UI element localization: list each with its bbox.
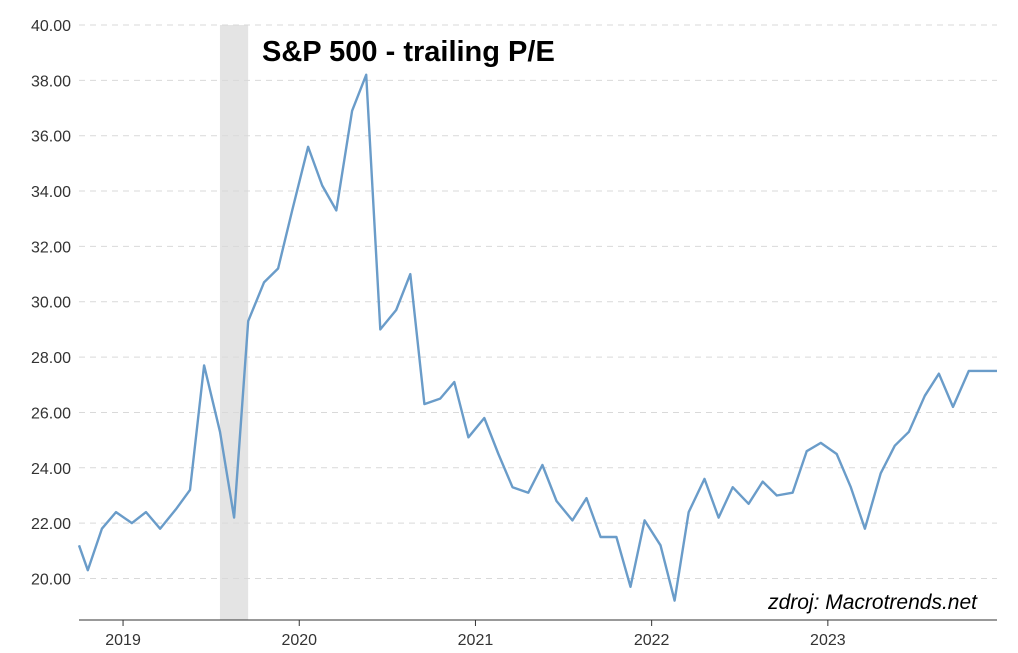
data-point (378, 327, 382, 331)
data-point (849, 485, 853, 489)
data-point (937, 372, 941, 376)
data-point (819, 441, 823, 445)
data-point (673, 599, 677, 603)
recession-shading (219, 25, 249, 620)
data-point (350, 109, 354, 113)
data-point (334, 208, 338, 212)
data-point (174, 507, 178, 511)
data-point (466, 435, 470, 439)
data-point (879, 471, 883, 475)
recession-band-0 (219, 25, 249, 620)
data-point (394, 308, 398, 312)
data-point (599, 535, 603, 539)
data-point (585, 496, 589, 500)
y-tick-label: 32.00 (31, 239, 71, 256)
data-point (496, 452, 500, 456)
y-tick-label: 34.00 (31, 184, 71, 201)
data-point (100, 527, 104, 531)
data-point (967, 369, 971, 373)
data-point (364, 73, 368, 77)
data-point (995, 369, 999, 373)
source-note: zdroj: Macrotrends.net (767, 591, 978, 614)
data-point (526, 491, 530, 495)
data-point (863, 527, 867, 531)
data-point (805, 449, 809, 453)
data-point (422, 402, 426, 406)
data-point (482, 416, 486, 420)
data-point (717, 516, 721, 520)
y-tick-label: 26.00 (31, 405, 71, 422)
data-point (747, 502, 751, 506)
data-point (130, 521, 134, 525)
data-point (511, 485, 515, 489)
data-point (320, 184, 324, 188)
y-tick-label: 28.00 (31, 350, 71, 367)
data-point (703, 477, 707, 481)
data-point (629, 585, 633, 589)
y-tick-label: 38.00 (31, 73, 71, 90)
data-point (761, 480, 765, 484)
data-point (731, 485, 735, 489)
data-point (791, 491, 795, 495)
data-point (643, 518, 647, 522)
data-point (158, 527, 162, 531)
data-point (893, 444, 897, 448)
data-point (188, 488, 192, 492)
x-tick-label: 2020 (281, 632, 317, 649)
x-tick-label: 2021 (458, 632, 494, 649)
y-tick-label: 30.00 (31, 295, 71, 312)
data-point (202, 363, 206, 367)
data-point (276, 267, 280, 271)
data-point (570, 518, 574, 522)
x-axis-ticks: 2019 2020 2021 2022 2023 (105, 620, 846, 649)
data-point (659, 543, 663, 547)
data-point (77, 543, 81, 547)
data-point (923, 394, 927, 398)
x-tick-label: 2019 (105, 632, 141, 649)
data-point (687, 510, 691, 514)
data-point (452, 380, 456, 384)
y-tick-label: 40.00 (31, 18, 71, 35)
y-tick-label: 36.00 (31, 129, 71, 146)
data-point (306, 145, 310, 149)
data-point (86, 568, 90, 572)
x-tick-label: 2023 (810, 632, 846, 649)
data-point (775, 494, 779, 498)
y-tick-label: 20.00 (31, 571, 71, 588)
data-point (408, 272, 412, 276)
pe-series-line (77, 73, 997, 602)
data-point (218, 430, 222, 434)
y-tick-label: 24.00 (31, 461, 71, 478)
data-point (951, 405, 955, 409)
data-point (290, 208, 294, 212)
data-point (246, 319, 250, 323)
data-point (144, 510, 148, 514)
x-tick-label: 2022 (634, 632, 670, 649)
gridlines (79, 24, 997, 579)
y-tick-label: 22.00 (31, 516, 71, 533)
data-point (614, 535, 618, 539)
data-point (540, 463, 544, 467)
data-point (907, 430, 911, 434)
y-axis-ticks: 20.00 22.00 24.00 26.00 28.00 30.00 32.00 34.00… (31, 18, 71, 588)
data-point (232, 516, 236, 520)
data-point (835, 452, 839, 456)
data-point (981, 369, 985, 373)
data-point (438, 397, 442, 401)
chart-title: S&P 500 - trailing P/E (262, 36, 555, 68)
data-point (555, 499, 559, 503)
data-point (114, 510, 118, 514)
data-point (262, 280, 266, 284)
